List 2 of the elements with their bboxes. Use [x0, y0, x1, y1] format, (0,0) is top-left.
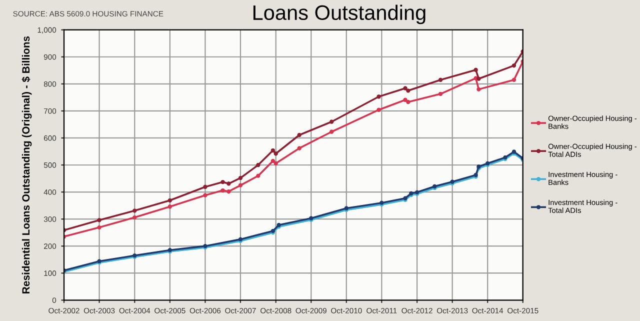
- y-axis-title: Residential Loans Outstanding (Original) - $ Billions: [22, 36, 32, 294]
- chart-title: Loans Outstanding: [253, 4, 426, 24]
